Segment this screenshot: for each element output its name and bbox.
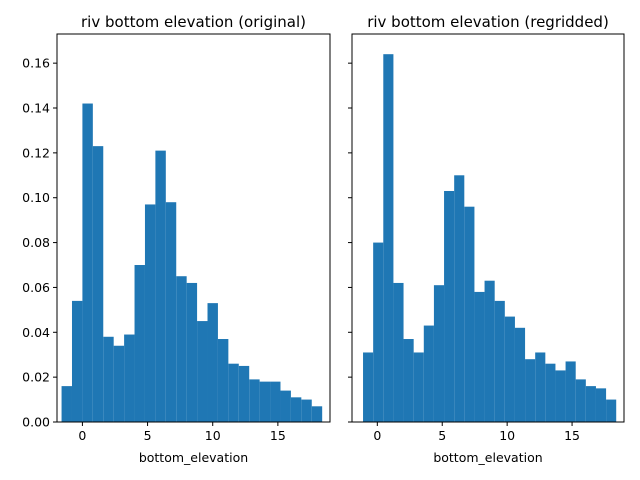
x-axis-label-original: bottom_elevation bbox=[139, 450, 248, 465]
plot-frame-original bbox=[56, 33, 331, 423]
x-tick-label: 10 bbox=[499, 428, 515, 443]
histogram-bar bbox=[217, 339, 229, 422]
x-tick-label: 15 bbox=[270, 428, 286, 443]
histogram-bar bbox=[504, 316, 515, 422]
x-tick-label: 0 bbox=[373, 428, 381, 443]
histogram-bar bbox=[535, 352, 546, 422]
histogram-bar bbox=[393, 282, 404, 422]
histogram-bar bbox=[186, 282, 198, 422]
bars-original bbox=[61, 103, 323, 423]
histogram-bar bbox=[71, 300, 83, 422]
histogram-bar bbox=[311, 406, 323, 422]
x-tick-label: 10 bbox=[205, 428, 221, 443]
y-tick-label: 0.02 bbox=[22, 370, 50, 385]
y-axis-regridded bbox=[348, 62, 352, 423]
x-tick-label: 5 bbox=[144, 428, 152, 443]
histogram-bar bbox=[383, 54, 394, 423]
histogram-bar bbox=[525, 359, 536, 422]
histogram-bar bbox=[575, 379, 586, 422]
y-tick-label: 0.14 bbox=[22, 101, 50, 116]
histogram-bar bbox=[92, 146, 104, 422]
chart-title-original: riv bottom elevation (original) bbox=[81, 13, 306, 31]
histogram-bar bbox=[565, 361, 576, 422]
histogram-bar bbox=[413, 352, 424, 422]
histogram-bar bbox=[290, 397, 302, 422]
y-tick-label: 0.08 bbox=[22, 235, 50, 250]
histogram-bar bbox=[363, 352, 374, 422]
histogram-bar bbox=[433, 285, 445, 422]
histogram-bar bbox=[259, 381, 271, 422]
y-tick-label: 0.06 bbox=[22, 280, 50, 295]
histogram-bar bbox=[454, 175, 465, 422]
histogram-bar bbox=[197, 321, 208, 422]
histogram-bar bbox=[444, 190, 455, 422]
x-tick-label: 0 bbox=[78, 428, 86, 443]
histogram-bar bbox=[474, 291, 485, 422]
y-tick-label: 0.00 bbox=[22, 415, 50, 430]
x-tick-label: 5 bbox=[438, 428, 446, 443]
y-tick-label: 0.10 bbox=[22, 190, 50, 205]
histogram-bar bbox=[249, 379, 260, 422]
histogram-bar bbox=[373, 242, 384, 422]
histogram-bar bbox=[545, 363, 556, 422]
histogram-bar bbox=[176, 276, 187, 422]
histogram-bar bbox=[280, 390, 291, 422]
y-tick-label: 0.12 bbox=[22, 145, 50, 160]
histogram-bar bbox=[238, 365, 250, 422]
histogram-bar bbox=[301, 399, 312, 422]
histogram-bar bbox=[134, 265, 145, 422]
histogram-bar bbox=[61, 386, 72, 422]
x-tick-label: 15 bbox=[564, 428, 580, 443]
y-axis-original: 0.00 0.02 0.04 0.06 0.08 0.10 0.12 0.14 0.16 bbox=[22, 56, 57, 430]
histogram-bar bbox=[165, 202, 177, 422]
y-tick-label: 0.16 bbox=[22, 56, 50, 71]
histogram-panel-regridded: 0 5 10 15 riv bottom elevation (regridded) … bbox=[348, 13, 625, 465]
y-tick-label: 0.04 bbox=[22, 325, 50, 340]
histogram-bar bbox=[228, 363, 239, 422]
histogram-bar bbox=[155, 150, 166, 423]
histogram-bar bbox=[484, 280, 495, 422]
histogram-bar bbox=[585, 386, 596, 422]
histogram-bar bbox=[207, 303, 218, 422]
histogram-bar bbox=[82, 103, 93, 423]
histogram-bar bbox=[124, 334, 135, 422]
histogram-bar bbox=[514, 327, 526, 422]
histogram-bar bbox=[595, 388, 607, 422]
histogram-bar bbox=[464, 206, 475, 422]
x-axis-regridded: 0 5 10 15 bbox=[373, 422, 580, 443]
x-axis-label-regridded: bottom_elevation bbox=[433, 450, 542, 465]
bars-regridded bbox=[363, 54, 617, 423]
chart-title-regridded: riv bottom elevation (regridded) bbox=[367, 13, 609, 31]
histogram-bar bbox=[555, 370, 566, 422]
x-axis-original: 0 5 10 15 bbox=[78, 422, 286, 443]
histogram-bar bbox=[423, 325, 434, 422]
histogram-panel-original: 0.00 0.02 0.04 0.06 0.08 0.10 0.12 0.14 0.16 0 5 1… bbox=[22, 13, 331, 465]
histogram-bar bbox=[113, 345, 125, 422]
plot-frame-regridded bbox=[351, 33, 625, 423]
histogram-bar bbox=[270, 381, 281, 422]
histogram-bar bbox=[144, 204, 156, 422]
histogram-bar bbox=[494, 300, 505, 422]
histogram-bar bbox=[606, 399, 617, 422]
histogram-bar bbox=[403, 339, 414, 422]
histogram-bar bbox=[103, 336, 114, 422]
